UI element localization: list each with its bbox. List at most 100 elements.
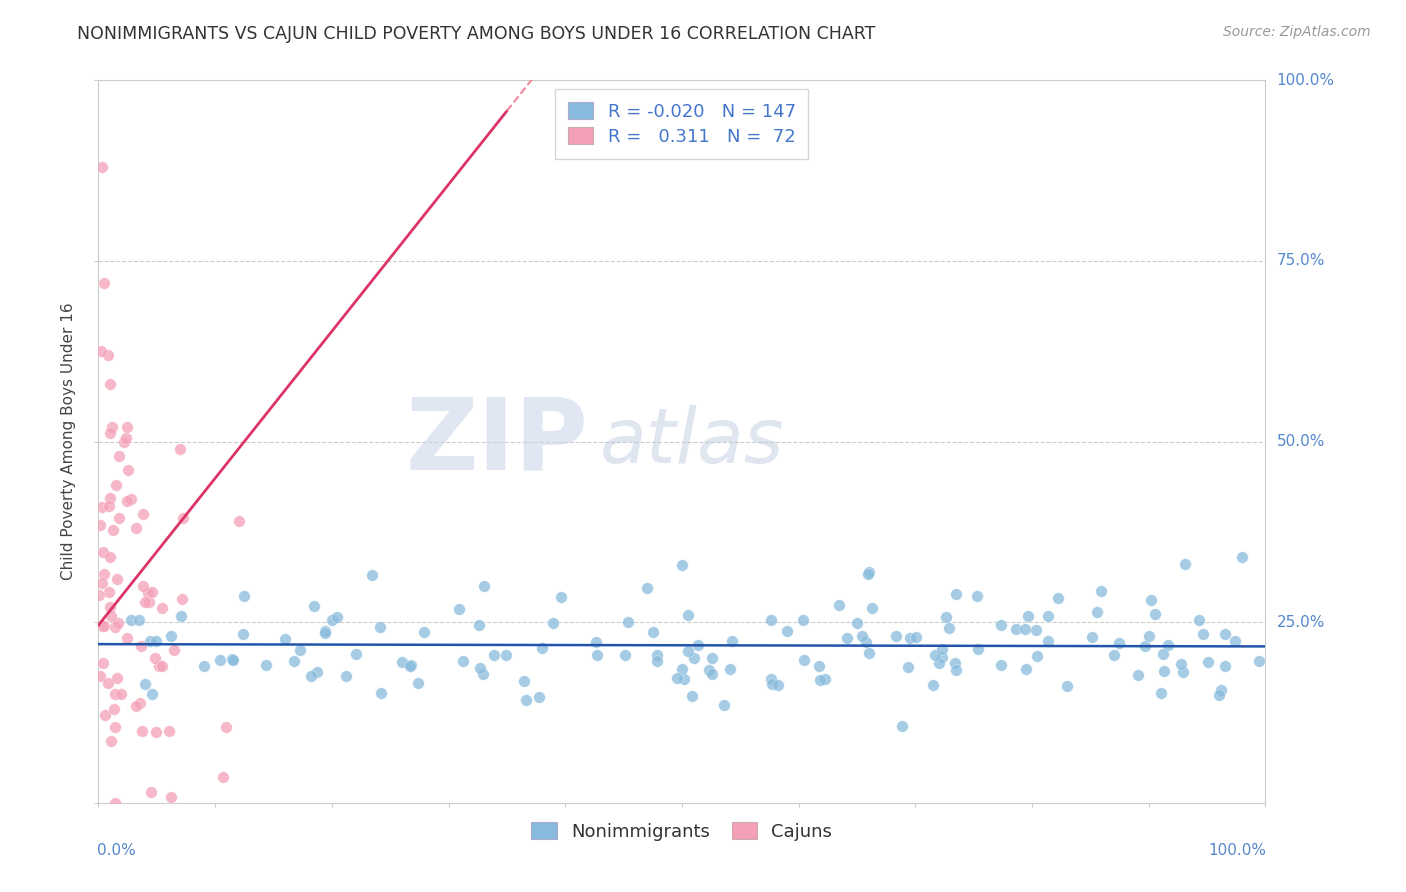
Point (89, 669, 111, 683)
Point (943, 657, 966, 671)
Point (344, 647, 367, 661)
Point (1014, 622, 1036, 636)
Point (898, 631, 921, 645)
Point (128, 696, 150, 710)
Point (91, 656, 114, 670)
Point (1135, 639, 1157, 653)
Point (643, 624, 665, 639)
Point (718, 662, 741, 676)
Point (115, 493, 138, 508)
Point (468, 661, 491, 675)
Point (112, 434, 135, 449)
Point (1247, 654, 1270, 668)
Point (810, 673, 832, 687)
Point (945, 663, 967, 677)
Point (128, 613, 150, 627)
Text: atlas: atlas (600, 405, 785, 478)
Point (115, 631, 138, 645)
Point (515, 693, 537, 707)
Point (1081, 630, 1104, 644)
Point (793, 652, 815, 666)
Point (228, 514, 250, 528)
Point (98, 585, 121, 599)
Point (302, 599, 325, 613)
Point (666, 671, 689, 685)
Point (1192, 627, 1215, 641)
Point (145, 724, 167, 739)
Point (98, 550, 121, 565)
Point (851, 629, 873, 643)
Point (101, 523, 124, 537)
Point (221, 651, 243, 665)
Point (89, 517, 111, 532)
Point (290, 643, 312, 657)
Point (98, 491, 121, 505)
Point (141, 687, 163, 701)
Point (104, 796, 127, 810)
Point (370, 686, 392, 700)
Point (928, 656, 950, 670)
Point (858, 646, 880, 660)
Point (766, 678, 789, 692)
Point (134, 677, 156, 691)
Point (98, 376, 121, 391)
Point (858, 565, 880, 579)
Point (150, 601, 173, 615)
Point (115, 431, 138, 445)
Point (274, 632, 297, 646)
Point (89, 589, 111, 603)
Point (170, 609, 193, 624)
Point (1187, 614, 1209, 628)
Point (131, 724, 153, 739)
Point (100, 733, 122, 747)
Point (325, 610, 347, 624)
Point (90, 160, 112, 174)
Point (671, 662, 693, 676)
Point (856, 566, 879, 581)
Point (93, 619, 115, 633)
Point (141, 585, 163, 599)
Point (233, 589, 256, 603)
Point (720, 633, 742, 648)
Point (1223, 634, 1246, 648)
Point (1025, 623, 1047, 637)
Point (585, 648, 607, 662)
Point (211, 770, 233, 784)
Point (835, 632, 858, 646)
Point (94, 708, 117, 723)
Legend: Nonimmigrants, Cajuns: Nonimmigrants, Cajuns (524, 814, 839, 848)
Point (697, 663, 720, 677)
Point (550, 590, 572, 604)
Point (90, 344, 112, 359)
Point (990, 618, 1012, 632)
Point (1153, 665, 1175, 679)
Point (125, 699, 148, 714)
Point (117, 463, 139, 477)
Point (132, 507, 155, 521)
Point (447, 602, 470, 616)
Point (1005, 622, 1028, 636)
Point (613, 648, 636, 663)
Point (104, 478, 127, 492)
Point (299, 669, 322, 683)
Point (891, 719, 914, 733)
Point (93, 276, 115, 290)
Point (678, 608, 700, 623)
Point (134, 595, 156, 609)
Point (209, 653, 232, 667)
Point (125, 521, 148, 535)
Point (145, 651, 167, 665)
Point (222, 653, 245, 667)
Point (136, 585, 159, 599)
Point (700, 666, 723, 681)
Point (101, 420, 124, 434)
Point (645, 654, 668, 668)
Point (1104, 648, 1126, 663)
Point (1230, 550, 1253, 565)
Point (922, 678, 945, 692)
Point (1197, 655, 1219, 669)
Point (671, 558, 693, 572)
Point (97, 348, 120, 362)
Point (361, 567, 384, 582)
Point (935, 610, 957, 624)
